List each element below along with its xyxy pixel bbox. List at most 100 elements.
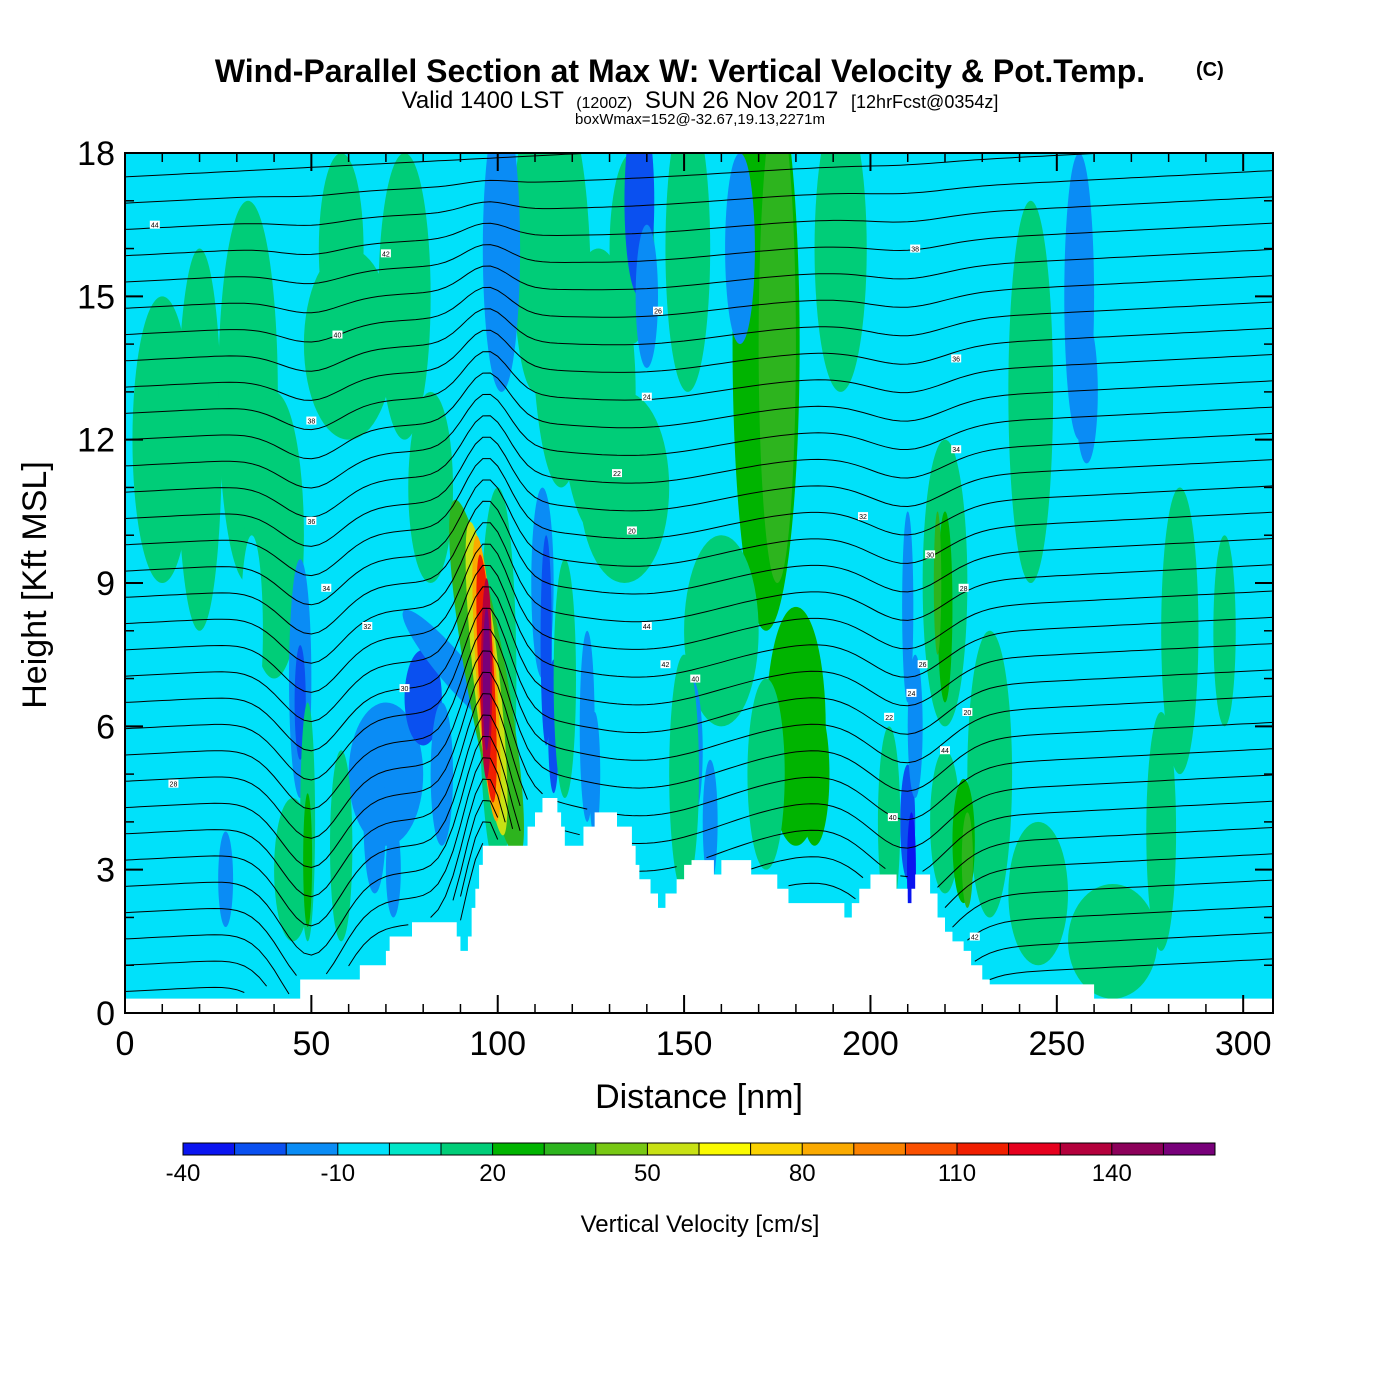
theta-contour	[974, 932, 1273, 962]
svg-text:30: 30	[401, 686, 409, 693]
theta-contour	[125, 500, 1273, 635]
y-tick-label: 18	[77, 135, 115, 173]
velocity-cell	[482, 606, 491, 751]
velocity-cell	[665, 153, 711, 392]
x-tick-label: 50	[292, 1025, 330, 1063]
colorbar-swatch	[750, 1143, 803, 1155]
chart-title: Wind-Parallel Section at Max W: Vertical…	[215, 53, 1145, 89]
velocity-cell	[967, 630, 1013, 918]
svg-text:20: 20	[963, 710, 971, 717]
x-tick-label: 100	[469, 1025, 526, 1063]
velocity-cell	[1008, 200, 1054, 583]
theta-contour	[125, 458, 1273, 577]
plot-area: 44 42 40 38 36 34 32 30 28 26 24 22 20 44 42 40 38 36 34 32…	[125, 153, 1273, 1013]
colorbar-tick-label: 110	[938, 1160, 976, 1187]
theta-contour	[125, 351, 1273, 431]
svg-text:34: 34	[322, 586, 330, 593]
y-tick-label: 3	[96, 852, 115, 890]
contour-label: 32	[362, 622, 373, 631]
theta-contour	[989, 958, 1273, 981]
colorbar-frame	[182, 1142, 1216, 1156]
contour-label: 44	[940, 746, 950, 755]
colorbar-tick-label: 50	[634, 1160, 661, 1187]
colorbar-swatch	[802, 1143, 855, 1155]
svg-text:34: 34	[952, 447, 960, 454]
subtitle-utc: (1200Z)	[576, 95, 632, 112]
contour-label: 40	[690, 674, 701, 684]
svg-text:38: 38	[911, 247, 919, 254]
svg-text:32: 32	[859, 514, 867, 521]
svg-text:28: 28	[170, 782, 178, 789]
velocity-cell	[669, 654, 699, 894]
svg-text:40: 40	[334, 333, 342, 340]
velocity-cell	[1075, 320, 1098, 464]
theta-contour	[125, 986, 245, 993]
x-tick-label: 300	[1215, 1025, 1272, 1063]
svg-text:28: 28	[960, 586, 968, 593]
velocity-cell	[902, 511, 914, 703]
colorbar-tick-label: 140	[1092, 1160, 1132, 1187]
svg-text:40: 40	[691, 677, 699, 684]
contour-label: 28	[168, 779, 179, 789]
contour-label: 38	[306, 416, 317, 426]
colorbar-swatch	[286, 1143, 339, 1155]
theta-contour	[125, 522, 1273, 664]
velocity-field	[132, 153, 1236, 999]
colorbar-tick-label: 80	[789, 1160, 816, 1187]
theta-contour	[125, 960, 267, 987]
colorbar-tick-label: 20	[479, 1160, 506, 1187]
velocity-cell	[933, 511, 942, 655]
contour-label: 24	[906, 688, 917, 698]
contour-label: 30	[925, 550, 936, 559]
theta-contour	[325, 757, 514, 975]
x-tick-label: 250	[1028, 1025, 1085, 1063]
colorbar-swatch	[699, 1143, 752, 1155]
theta-contour	[639, 866, 677, 872]
contour-label: 36	[306, 516, 317, 526]
theta-contour	[125, 222, 1273, 285]
y-tick-label: 0	[96, 995, 115, 1033]
contour-label: 42	[380, 249, 391, 258]
theta-contour	[125, 248, 1273, 314]
contour-label: 30	[399, 684, 410, 693]
svg-text:30: 30	[926, 552, 934, 559]
contour-label: 24	[641, 392, 652, 402]
theta-contour	[452, 799, 499, 901]
theta-contour	[125, 735, 521, 956]
velocity-cell	[877, 726, 901, 918]
colorbar-swatch	[905, 1143, 958, 1155]
y-tick-label: 6	[96, 708, 115, 746]
svg-text:22: 22	[613, 471, 621, 478]
svg-text:26: 26	[919, 662, 927, 669]
theta-contour	[125, 196, 1273, 257]
y-tick-label: 15	[77, 278, 115, 316]
svg-text:42: 42	[382, 251, 390, 258]
contour-label: 34	[321, 583, 332, 593]
velocity-cell	[553, 559, 576, 798]
colorbar-swatch	[1163, 1143, 1216, 1155]
velocity-cell	[589, 712, 601, 837]
svg-text:42: 42	[971, 935, 979, 942]
chart-subtitle: Valid 1400 LST (1200Z) SUN 26 Nov 2017 […	[402, 87, 999, 114]
terrain	[125, 798, 1273, 1013]
theta-contour	[125, 650, 1273, 839]
theta-contour	[125, 934, 290, 995]
velocity-cell	[363, 750, 386, 894]
theta-contour	[125, 170, 1273, 230]
velocity-cell	[684, 535, 759, 727]
contour-label: 38	[910, 244, 921, 254]
contour-label: 40	[332, 330, 343, 340]
svg-text:44: 44	[151, 223, 159, 230]
theta-contour	[125, 275, 1273, 343]
x-tick-label: 0	[116, 1025, 135, 1063]
velocity-cell	[303, 248, 394, 440]
velocity-cell	[1161, 487, 1199, 775]
theta-contour	[952, 879, 1273, 928]
theta-contour	[460, 842, 484, 921]
theta-contour	[125, 153, 1113, 204]
colorbar-swatch	[544, 1143, 597, 1155]
velocity-cell	[330, 750, 353, 942]
contour-label: 40	[887, 813, 898, 822]
subtitle-fcst: [12hrFcst@0354z]	[851, 92, 998, 112]
svg-text:40: 40	[889, 815, 897, 822]
